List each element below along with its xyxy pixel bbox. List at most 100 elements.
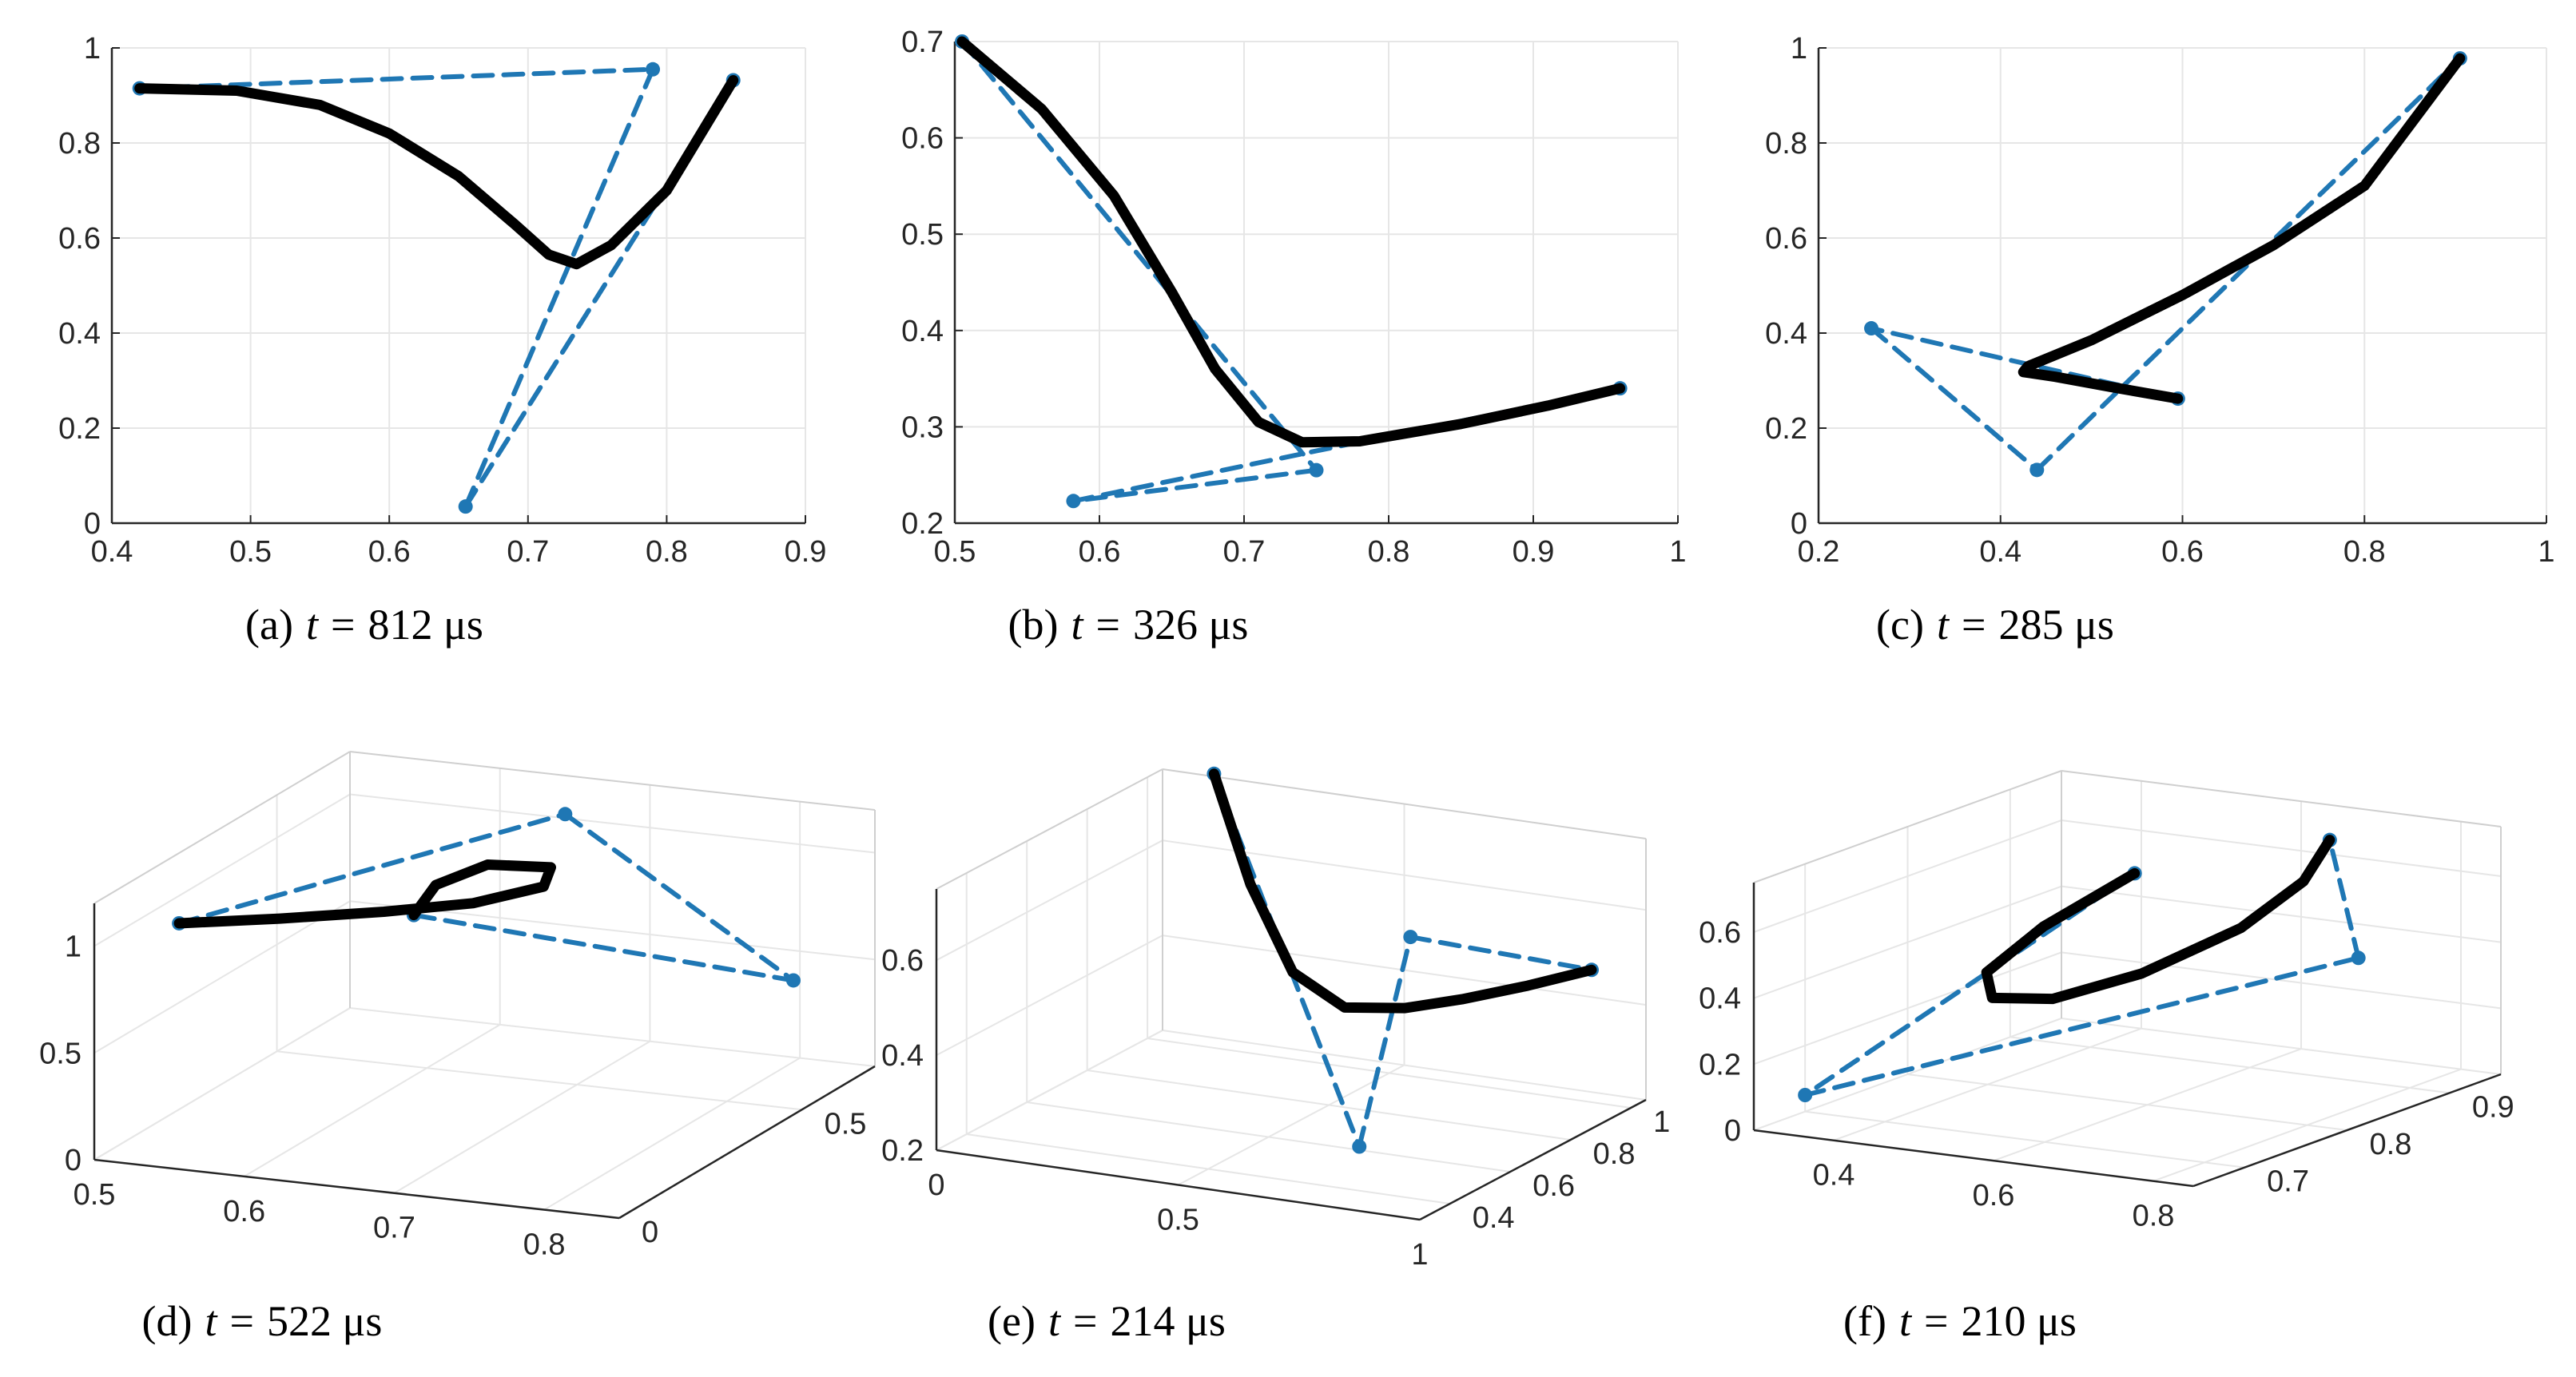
- control-point: [2351, 950, 2366, 966]
- side-wall-grid-line: [936, 935, 1163, 1056]
- x-tick-label: 0.8: [2343, 535, 2386, 569]
- x-tick-label: 0.7: [373, 1212, 415, 1245]
- control-point: [1403, 930, 1418, 945]
- control-segment: [463, 66, 656, 510]
- x-tick-label: 0.2: [1798, 535, 1840, 569]
- caption-value: 812 μs: [368, 601, 483, 649]
- panel-caption: (d) t = 522 μs: [142, 1297, 383, 1345]
- y-tick-label: 0.4: [901, 315, 944, 348]
- caption-equals: =: [1924, 1297, 1948, 1345]
- y-tick-label: 0.7: [2267, 1165, 2309, 1199]
- control-segment: [563, 812, 796, 983]
- x-tick-label: 0.6: [1079, 535, 1121, 569]
- floor-grid-line: [1027, 1101, 1511, 1173]
- x-tick-label: 0.5: [1157, 1204, 1199, 1237]
- control-segment: [1408, 935, 1595, 973]
- side-wall-grid-line: [1753, 1018, 2062, 1131]
- x-tick-label: 0.4: [1979, 535, 2021, 569]
- y-tick-label: 0.4: [1473, 1201, 1515, 1235]
- side-wall-grid-line: [936, 839, 1163, 962]
- caption-equals: =: [1096, 601, 1120, 649]
- caption-label: (e): [988, 1297, 1036, 1345]
- floor-grid-line: [393, 1040, 650, 1194]
- back-wall-grid-line: [2061, 819, 2502, 877]
- control-segment: [137, 66, 656, 91]
- panel-caption: (c) t = 285 μs: [1876, 601, 2114, 649]
- x-tick-label: 0.6: [2161, 535, 2204, 569]
- control-segment: [2034, 56, 2463, 473]
- y-tick-label: 0.5: [825, 1107, 867, 1141]
- x-tick-label: 0.6: [368, 535, 411, 569]
- panel-caption: (f) t = 210 μs: [1843, 1297, 2077, 1345]
- bezier-curve: [1208, 768, 1597, 1014]
- control-segment: [1357, 935, 1413, 1149]
- caption-equals: =: [1073, 1297, 1097, 1345]
- floor-grid-line: [543, 1057, 801, 1211]
- panel-caption: (a) t = 812 μs: [245, 601, 483, 649]
- control-point: [1066, 494, 1081, 509]
- y-tick-label: 0.6: [58, 222, 101, 256]
- side-wall-grid-line: [93, 793, 351, 947]
- caption-variable: t: [205, 1297, 219, 1345]
- y-tick-label: 0.9: [2472, 1090, 2514, 1124]
- control-segment: [177, 812, 568, 926]
- caption-value: 214 μs: [1110, 1297, 1225, 1345]
- caption-label: (b): [1008, 601, 1059, 649]
- caption-label: (d): [142, 1297, 193, 1345]
- y-tick-label: 0.7: [901, 26, 944, 59]
- x-tick-label: 0.7: [1223, 535, 1266, 569]
- control-point: [558, 807, 573, 822]
- box-edge: [349, 751, 876, 811]
- control-point: [458, 499, 473, 514]
- control-point: [2029, 462, 2045, 478]
- control-point: [1798, 1088, 1813, 1102]
- control-segment: [1803, 955, 2361, 1097]
- x-tick-label: 0.4: [91, 535, 133, 569]
- back-wall-grid-line: [2061, 951, 2502, 1010]
- y-tick-label: 0.4: [1765, 317, 1807, 351]
- x-tick-label: 0.8: [523, 1228, 566, 1262]
- bezier-curve: [173, 859, 556, 929]
- box-edge: [936, 768, 1163, 890]
- y-tick-label: 1: [84, 32, 101, 65]
- z-tick-label: 0.4: [881, 1039, 924, 1073]
- y-tick-label: 0.6: [1765, 222, 1807, 256]
- z-tick-label: 1: [65, 931, 81, 964]
- caption-label: (f): [1843, 1297, 1886, 1345]
- side-wall-grid-line: [936, 1030, 1163, 1151]
- back-wall-grid-line: [2061, 1018, 2502, 1075]
- floor-grid-line: [1147, 1038, 1632, 1109]
- caption-value: 285 μs: [1998, 601, 2113, 649]
- floor-grid-line: [1907, 1073, 2347, 1131]
- caption-label: (c): [1876, 601, 1924, 649]
- x-axis: [936, 1149, 1421, 1221]
- control-point: [1864, 321, 1879, 336]
- z-tick-label: 0.6: [881, 944, 924, 978]
- control-segment: [463, 77, 736, 510]
- y-tick-label: 0.6: [901, 122, 944, 156]
- control-segment: [1869, 326, 2040, 473]
- panel-caption: (e) t = 214 μs: [988, 1297, 1226, 1345]
- back-wall-grid-line: [1162, 1030, 1647, 1101]
- caption-variable: t: [1899, 1297, 1913, 1345]
- box-edge: [1162, 768, 1647, 839]
- x-axis: [1753, 1129, 2194, 1188]
- x-tick-label: 1: [1411, 1238, 1428, 1272]
- control-segment: [2327, 837, 2361, 961]
- panel-a: 0.4 0.5 0.6 0.7 0.8 0.9 0 0.2 0.4 0.6 0.8 1 (a) t = 812…: [58, 32, 826, 649]
- panel-d: 0.5 0.6 0.7 0.8 00.500.51(d) t = 522 μs: [39, 751, 876, 1345]
- caption-equals: =: [331, 601, 355, 649]
- caption-equals: =: [1962, 601, 1986, 649]
- x-tick-label: 0.8: [2133, 1200, 2175, 1233]
- bezier-curve: [2017, 53, 2466, 404]
- x-tick-label: 0.4: [1813, 1159, 1855, 1192]
- caption-value: 522 μs: [267, 1297, 382, 1345]
- floor-grid-line: [966, 1133, 1450, 1204]
- x-tick-label: 0.5: [229, 535, 272, 569]
- control-point: [1309, 462, 1324, 478]
- y-tick-label: 0: [642, 1216, 658, 1249]
- box-edge: [1753, 770, 2062, 883]
- y-tick-label: 0.2: [58, 412, 101, 446]
- y-tick-label: 1: [1653, 1105, 1670, 1139]
